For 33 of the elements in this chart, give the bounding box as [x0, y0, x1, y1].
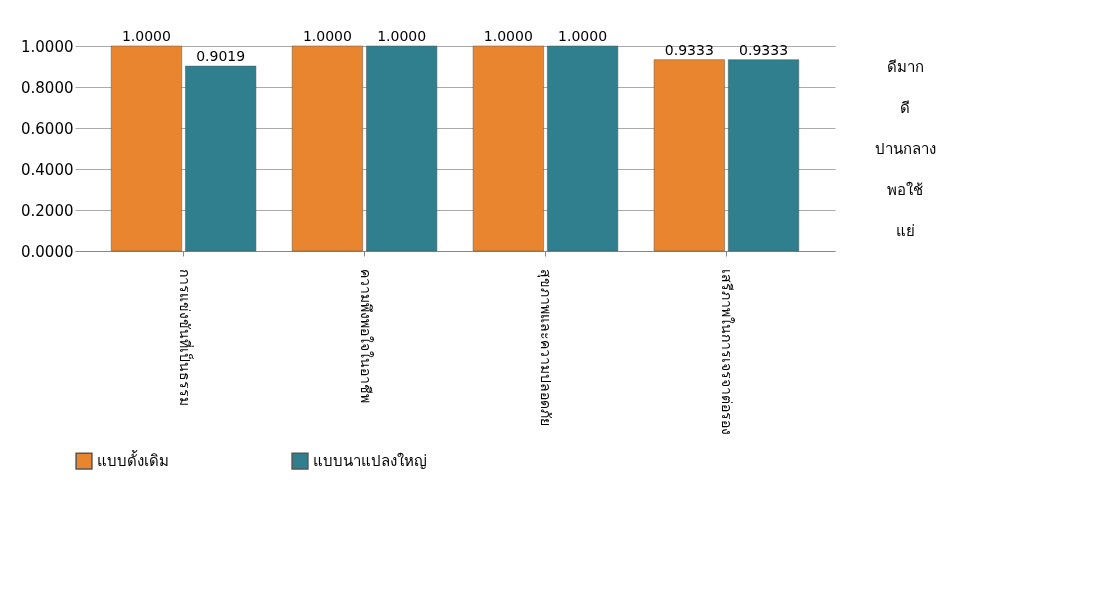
bar [728, 59, 800, 252]
data-label: 1.0000 [558, 28, 608, 44]
text: ดีมาก [886, 57, 924, 76]
legend-label: แบบนาแปลงใหญ่ [313, 452, 427, 471]
data-label: 1.0000 [302, 28, 352, 44]
data-label: 0.9333 [664, 41, 714, 58]
x-tick-label: เสรีภาพในการเจรจาต่อรอง [719, 268, 736, 435]
data-label: 0.9019 [196, 48, 246, 65]
bar [472, 45, 544, 252]
bar [291, 45, 363, 252]
y-tick-label: 0.0000 [21, 242, 74, 261]
y-tick-label: 0.2000 [21, 201, 74, 220]
y-tick-label: 1.0000 [21, 37, 74, 56]
text: พอใช้ [887, 180, 923, 199]
text: แย่ [895, 221, 915, 240]
data-label: 0.9333 [739, 41, 789, 58]
y-tick-label: 0.8000 [21, 78, 74, 97]
x-tick-label: การแข่งขันที่เป็นธรรม [176, 268, 194, 406]
x-tick-label: สุขภาพและความปลอดภัย [537, 268, 555, 426]
text: ปานกลาง [874, 139, 936, 158]
bar [366, 45, 438, 252]
bar [653, 59, 725, 252]
data-label: 1.0000 [377, 28, 427, 44]
text: ดี [900, 98, 910, 117]
bar [110, 45, 182, 252]
x-tick-label: ความพึงพอใจในอาชีพ [357, 268, 374, 403]
bar [547, 45, 619, 252]
data-label: 1.0000 [121, 28, 171, 44]
bar [185, 65, 257, 252]
y-tick-label: 0.4000 [21, 160, 74, 179]
data-label: 1.0000 [483, 28, 533, 44]
legend-label: แบบดั้งเดิม [97, 450, 169, 471]
y-tick-label: 0.6000 [21, 119, 74, 138]
